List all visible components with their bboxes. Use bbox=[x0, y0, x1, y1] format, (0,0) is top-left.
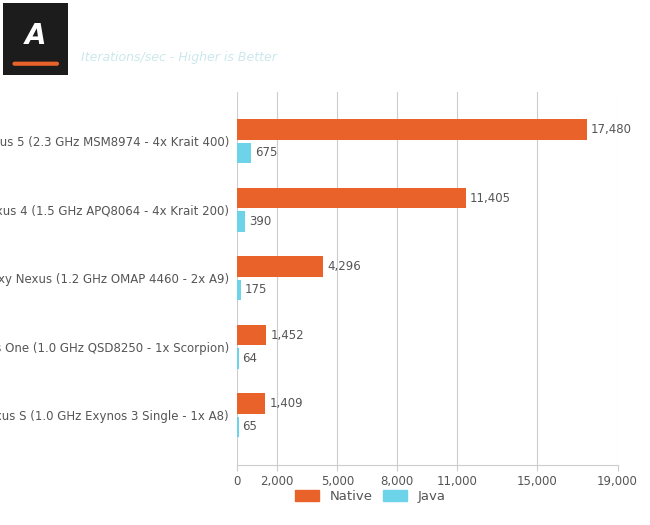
Text: Nexus Comparisons - AndEBench: Nexus Comparisons - AndEBench bbox=[81, 17, 414, 35]
Bar bbox=[237, 348, 239, 369]
FancyBboxPatch shape bbox=[3, 3, 68, 75]
Text: 1,409: 1,409 bbox=[270, 397, 303, 410]
Bar bbox=[237, 211, 245, 232]
Text: A: A bbox=[25, 22, 47, 50]
Text: 64: 64 bbox=[242, 352, 257, 365]
Text: 175: 175 bbox=[245, 284, 267, 297]
Text: 65: 65 bbox=[242, 421, 257, 434]
Bar bbox=[237, 188, 465, 208]
Bar bbox=[237, 325, 266, 345]
Legend: Native, Java: Native, Java bbox=[290, 485, 450, 508]
Bar bbox=[237, 143, 251, 163]
Text: 4,296: 4,296 bbox=[327, 260, 361, 273]
Text: 390: 390 bbox=[249, 215, 271, 228]
Bar bbox=[237, 417, 239, 437]
Text: 675: 675 bbox=[255, 146, 277, 160]
Text: Iterations/sec - Higher is Better: Iterations/sec - Higher is Better bbox=[81, 51, 277, 64]
Bar bbox=[237, 119, 587, 140]
Bar bbox=[237, 256, 323, 277]
Bar bbox=[237, 393, 265, 414]
Text: 1,452: 1,452 bbox=[270, 329, 304, 342]
Text: 11,405: 11,405 bbox=[469, 192, 510, 205]
Bar bbox=[237, 280, 240, 300]
Text: 17,480: 17,480 bbox=[591, 123, 632, 136]
